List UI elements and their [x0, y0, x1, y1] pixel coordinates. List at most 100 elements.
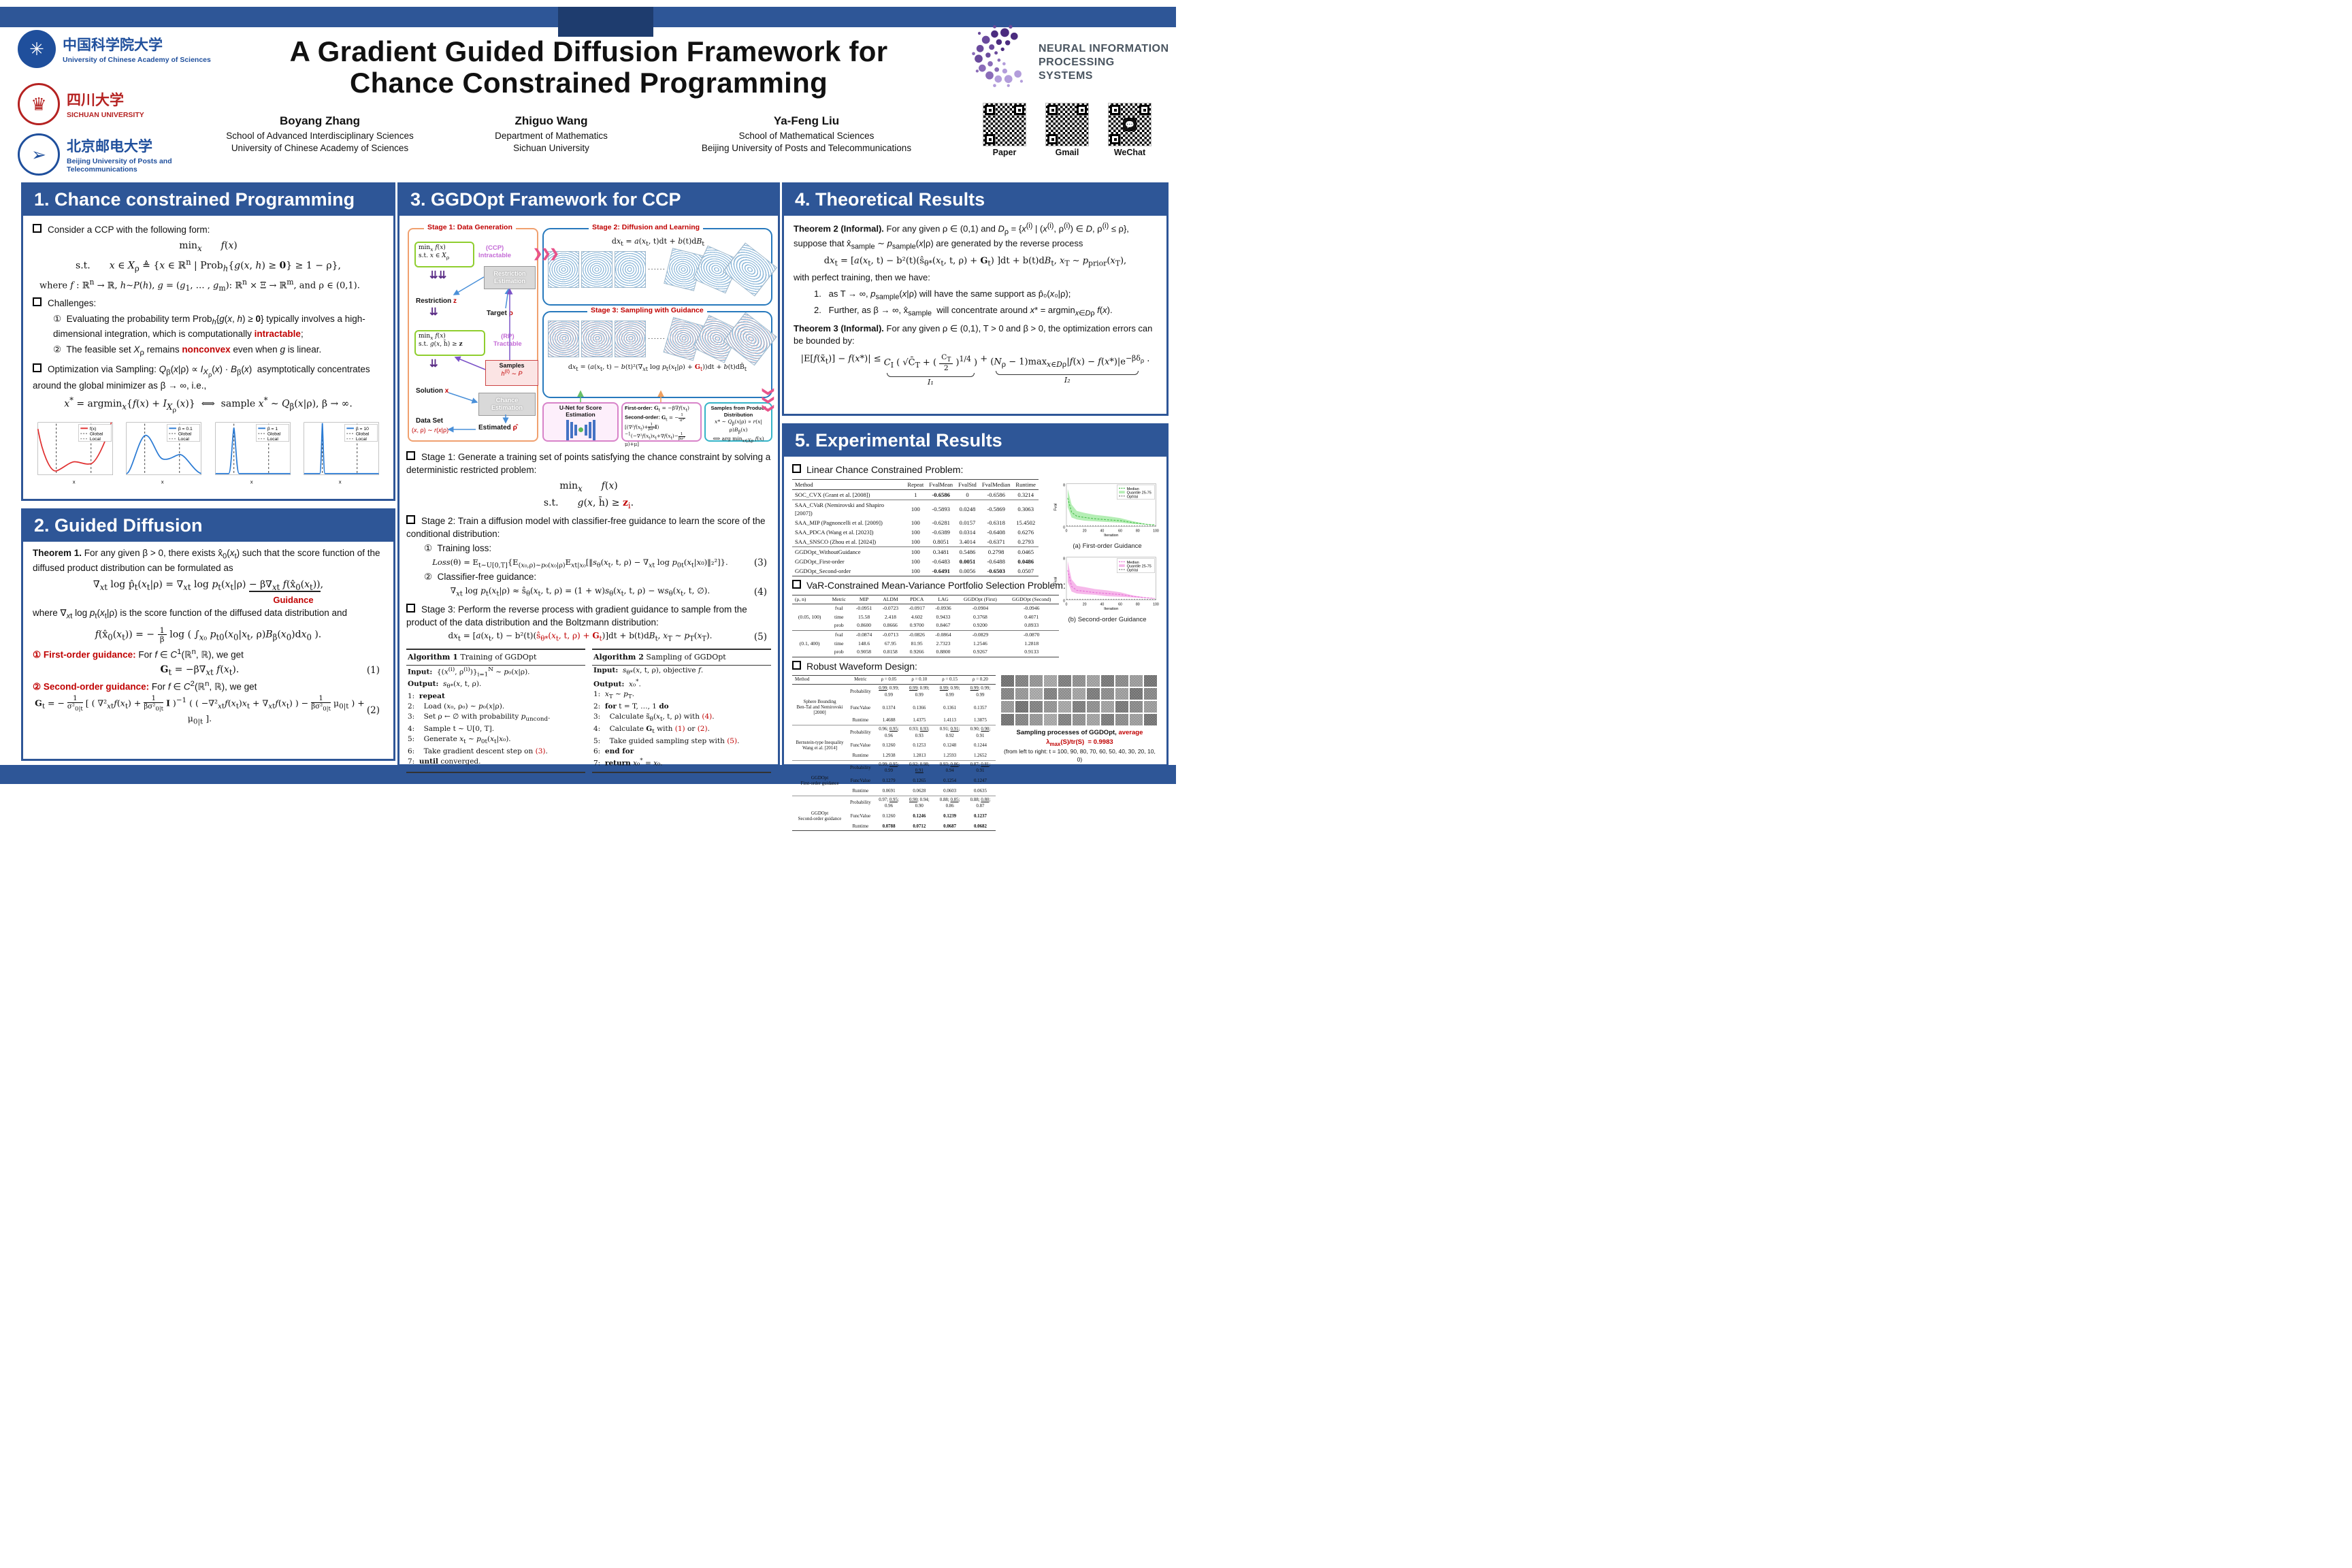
table-cell: 100 [911, 528, 920, 536]
contour-thumb-warm [615, 321, 646, 357]
s1-where-line: where f : ℝn → ℝ, h∼P(h), g = (g1, … , g… [39, 277, 360, 293]
noise-sample-image [1029, 701, 1043, 713]
bupt-name-zh: 北京邮电大学 [67, 137, 152, 154]
unet-title: U-Net for Score Estimation [559, 404, 602, 418]
table-cell: 0.1265 [913, 779, 926, 784]
table-cell: 0.0635 [965, 787, 996, 796]
svg-text:0: 0 [1066, 602, 1068, 606]
table-row: prob 0.9058 0.8158 0.9266 0.8800 0.9267 0.9133 [792, 648, 1059, 657]
table-cell [792, 631, 827, 640]
table-cell: -0.0946 [1024, 605, 1040, 612]
table-cell: 0.8600 [851, 621, 877, 632]
author-affiliation: School of Advanced Interdisciplinary Sci… [226, 131, 414, 153]
qr-gmail: Gmail [1045, 103, 1089, 157]
ucas-name-zh: 中国科学院大学 [63, 36, 163, 53]
table-cell: 67.95 [884, 640, 896, 647]
s2-eq1-first-order: Gt = −β∇xt f(xt). [160, 664, 240, 677]
svg-text:x: x [250, 478, 252, 485]
table-cell: 0.0628 [904, 787, 935, 796]
s2-eq2-second-order: Gt = − 1 σ²0|t [ ( ∇²xtf(xt) + 1 βσ²0|t I … [35, 694, 365, 726]
qr-gmail-label: Gmail [1055, 148, 1079, 157]
s4-theorem2-text: Theorem 2 (Informal). For any given ρ ∈ … [794, 222, 1129, 251]
table-cell: 0.91; 0.91; 0.92 [939, 726, 960, 738]
column-header: GGDOpt (Second) [1004, 595, 1059, 605]
table-cell: -0.6483 [932, 557, 950, 565]
qr-paper: Paper [983, 103, 1026, 157]
table-cell: 81.95 [911, 640, 923, 647]
s1-sampling-eq: x* = argminx{f(x) + IXρ(x)} ⟺ sample x* … [64, 395, 353, 414]
s2-where-line: where ∇xt log pt(xt|ρ) is the score func… [33, 607, 348, 621]
author-affiliation: Department of Mathematics Sichuan Univers… [495, 131, 608, 153]
svg-text:100: 100 [1153, 529, 1159, 533]
table-cell: 100 [911, 557, 920, 565]
s3-eq4-cfg: ∇xt log pt(xt|ρ) ≈ ŝθ(xt, t, ρ) = (1 + w… [450, 586, 710, 598]
table-cell: 0.9433 [936, 613, 951, 620]
poster-title-line1: A Gradient Guided Diffusion Framework fo… [289, 35, 888, 67]
table-cell: 100 [911, 519, 920, 526]
table-cell: 0.88; 0.80; 0.87 [970, 797, 991, 809]
table-cell [792, 604, 827, 613]
algorithm-line: 2: for t = T, …, 1 do [593, 702, 669, 711]
table-cell: 0.1357 [973, 705, 987, 710]
algorithm-line: Output: sθ*(x, t, ρ). [408, 680, 482, 691]
table-cell: 0.1253 [913, 743, 926, 749]
table-row: Runtime 1.4688 1.4375 1.4113 1.3875 [792, 717, 996, 725]
equation-number: (4) [753, 587, 767, 598]
equation-number: (5) [753, 632, 767, 643]
s1-bullet-sampling: Optimization via Sampling: Qβ(x|ρ) ∝ IXρ… [33, 363, 384, 393]
table-cell: 0.99; 0.99; 0.99 [909, 686, 930, 698]
column-header: ρ = 0.05 [873, 675, 904, 685]
table-cell: Runtime [852, 823, 869, 829]
table-cell [792, 823, 847, 831]
table-cell: 1.3875 [965, 717, 996, 725]
table-cell: (0.1, 400) [799, 640, 820, 647]
table-cell: -0.6503 [987, 567, 1005, 574]
table-cell: FuncValue [850, 779, 871, 784]
author-block-1: Boyang Zhang School of Advanced Interdis… [225, 114, 415, 154]
column-header: Method [792, 675, 848, 685]
column-header: ALDM [877, 595, 904, 605]
qr-gmail-icon [1045, 103, 1089, 146]
table-cell [792, 760, 847, 775]
noise-sample-image [1058, 701, 1071, 713]
table-row: Bernstein-type Inequality Wang et al. [20… [792, 740, 996, 752]
stage2-sde-equation: dxt = a(xt, t)dt + b(t)dBt [611, 237, 705, 248]
s2-guidance-label: Guidance [273, 595, 314, 606]
section-3-header: 3. GGDOpt Framework for CCP [399, 184, 778, 216]
table-cell: SAA_CVaR (Nemirovski and Shapiro [2007]) [795, 501, 885, 517]
s3-stage3-bullet: Stage 3: Perform the reverse process wit… [406, 604, 771, 630]
table-cell: 0.8467 [930, 621, 957, 632]
table-cell: 1.2938 [873, 752, 904, 761]
s5-var-bullet: VaR-Constrained Mean-Variance Portfolio … [792, 579, 1158, 593]
algorithm-2: Algorithm 2 Sampling of GGDOpt Input: sθ… [592, 648, 771, 774]
noise-sample-image [1015, 688, 1028, 700]
funnel-icon: ⇊⇊ [429, 270, 447, 281]
s3-rp-eq-line2: s.t. g(x, h̄) ≥ zi. [543, 497, 634, 510]
noise-sample-image [1043, 714, 1057, 726]
waveform-table: Method Metric ρ = 0.05 ρ = 0.10 ρ = 0.15 ρ = … [792, 675, 996, 832]
s3-eq3-loss: Loss(θ) = Et∼U[0,T]{E(x₀,ρ)∼p₀(x₀|ρ)Ext|… [432, 557, 728, 569]
restriction-z-label: Restriction z [416, 297, 457, 305]
algorithm-line: Input: {(x(i), ρ(i))}i=1N ∼ p₀(x|ρ). [408, 666, 530, 679]
samples-box: Samples h(ℓ) ∼ P [485, 360, 538, 386]
table-cell: 1.2818 [1024, 640, 1039, 647]
table-cell: 1 [904, 489, 927, 500]
table-cell: 4.602 [911, 613, 923, 620]
bupt-name-en: Beijing University of Posts and Telecomm… [67, 157, 172, 174]
table-cell: 0.3063 [1017, 505, 1034, 512]
qr-wechat-label: WeChat [1113, 148, 1146, 157]
noise-sample-image [1072, 714, 1085, 726]
figure-density-beta10: β = 10 Global Local x [304, 422, 379, 485]
table-cell: 0.92; 0.98; 0.91 [909, 762, 930, 774]
column-header: GGDOpt (First) [956, 595, 1004, 605]
stage1-title: Stage 1: Data Generation [424, 223, 516, 232]
qr-wechat: 💬 WeChat [1108, 103, 1152, 157]
table-row: SOC_CVX (Grant et al. [2008]) 1 -0.6586 0 -0… [792, 489, 1039, 500]
table-cell: 0.0682 [973, 823, 987, 829]
table-cell: 1.2813 [904, 752, 935, 761]
svg-text:Median: Median [1127, 487, 1139, 491]
table-cell: 0.0465 [1017, 548, 1034, 555]
s2-theorem1-text: Theorem 1. For any given β > 0, there ex… [33, 548, 380, 574]
dots: ······ [648, 335, 666, 343]
